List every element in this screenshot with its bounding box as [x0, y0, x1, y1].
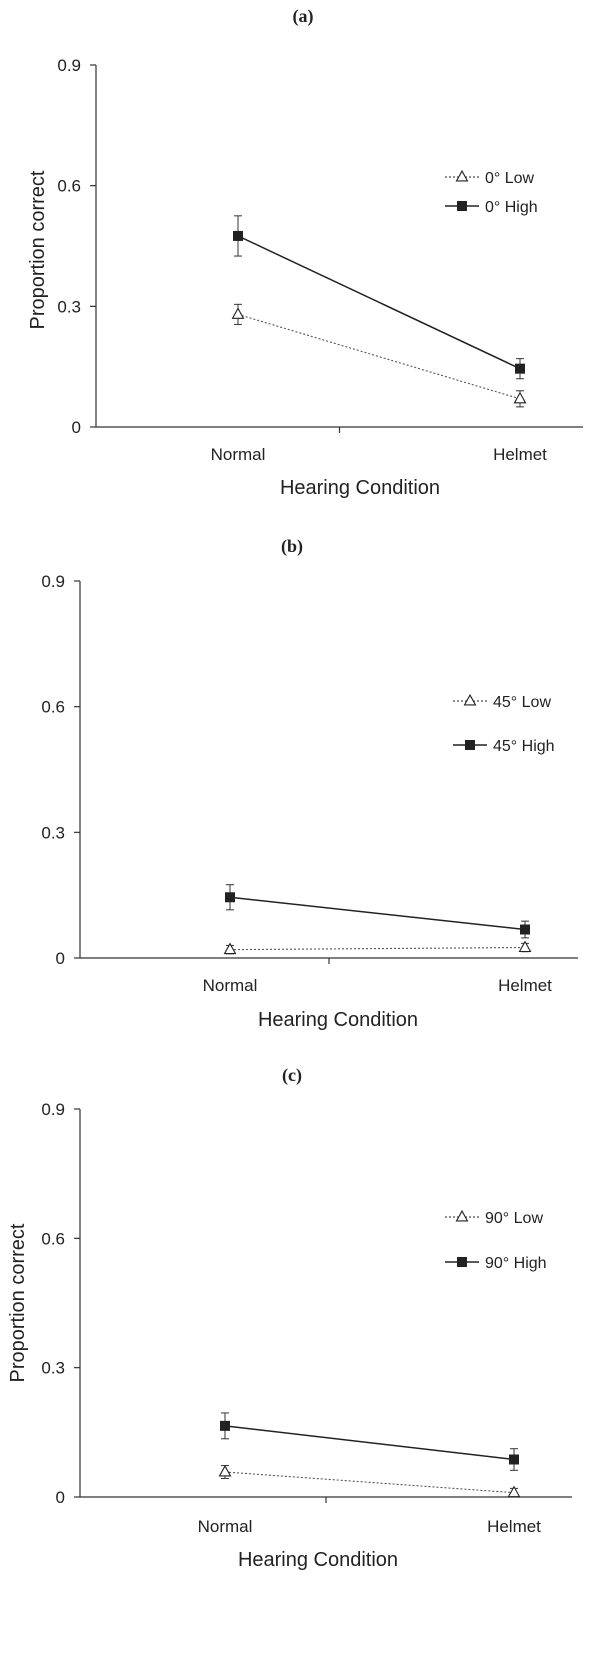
- y-axis-title: Proportion correct: [7, 1223, 29, 1382]
- x-axis-title: Hearing Condition: [258, 1009, 418, 1031]
- y-tick-label: 0.6: [41, 698, 65, 717]
- data-point-square: [233, 230, 243, 241]
- data-point-triangle: [507, 1485, 521, 1498]
- series-line-low: [224, 1471, 515, 1494]
- x-axis-title: Hearing Condition: [280, 477, 440, 499]
- series-line-high: [224, 1425, 515, 1461]
- series-line-high: [229, 896, 526, 931]
- data-point-square: [520, 924, 530, 935]
- x-tick-label: Helmet: [493, 445, 547, 464]
- legend-marker-square: [465, 740, 475, 750]
- x-tick-label: Normal: [198, 1517, 253, 1536]
- data-point-square: [225, 892, 235, 903]
- legend-marker-square: [457, 1257, 467, 1267]
- x-axis-title: Hearing Condition: [238, 1549, 398, 1571]
- data-point-triangle: [518, 940, 532, 953]
- y-tick-label: 0: [56, 949, 65, 968]
- legend-label: 45° Low: [493, 694, 551, 711]
- panel-label: (a): [293, 6, 314, 27]
- y-tick-label: 0.6: [57, 177, 81, 196]
- data-point-triangle: [223, 942, 237, 955]
- series-line-high: [237, 235, 521, 370]
- y-tick-label: 0.9: [57, 56, 81, 75]
- y-axis-title: Proportion correct: [27, 170, 49, 329]
- y-tick-label: 0.6: [41, 1229, 65, 1248]
- legend-label: 0° High: [485, 199, 538, 216]
- y-tick-label: 0.3: [41, 1359, 65, 1378]
- panel-label: (c): [282, 1065, 302, 1086]
- y-tick-label: 0: [72, 418, 81, 437]
- legend-label: 0° Low: [485, 170, 535, 187]
- series-line-low: [229, 946, 526, 951]
- chart-panel: (b) 0 0.3 0.6 0.9 Normal Helmet Hearing Conditi…: [41, 536, 578, 1031]
- data-point-square: [220, 1420, 230, 1431]
- panel-label: (b): [281, 536, 303, 557]
- data-point-square: [515, 363, 525, 374]
- chart-panel: (c) 0 0.3 0.6 0.9 Normal Helmet Hearing Conditi…: [7, 1065, 572, 1571]
- x-tick-label: Helmet: [498, 976, 552, 995]
- legend-marker-triangle: [463, 693, 477, 706]
- y-tick-label: 0: [56, 1488, 65, 1507]
- x-tick-label: Helmet: [487, 1517, 541, 1536]
- y-tick-label: 0.9: [41, 572, 65, 591]
- legend-label: 45° High: [493, 738, 555, 755]
- y-tick-label: 0.3: [57, 297, 81, 316]
- x-tick-label: Normal: [211, 445, 266, 464]
- legend-marker-triangle: [455, 169, 469, 182]
- series-line-low: [237, 313, 521, 400]
- data-point-triangle: [231, 307, 245, 319]
- legend-marker-square: [457, 201, 467, 211]
- y-tick-label: 0.3: [41, 823, 65, 842]
- data-point-triangle: [513, 391, 527, 404]
- data-point-square: [509, 1454, 519, 1465]
- chart-panel: (a) 0 0.3 0.6 0.9 Normal Helmet Hearing Conditi…: [27, 6, 583, 499]
- x-tick-label: Normal: [203, 976, 258, 995]
- data-point-triangle: [218, 1464, 232, 1477]
- legend-label: 90° Low: [485, 1210, 543, 1227]
- legend-marker-triangle: [455, 1209, 469, 1222]
- legend-label: 90° High: [485, 1255, 547, 1272]
- y-tick-label: 0.9: [41, 1100, 65, 1119]
